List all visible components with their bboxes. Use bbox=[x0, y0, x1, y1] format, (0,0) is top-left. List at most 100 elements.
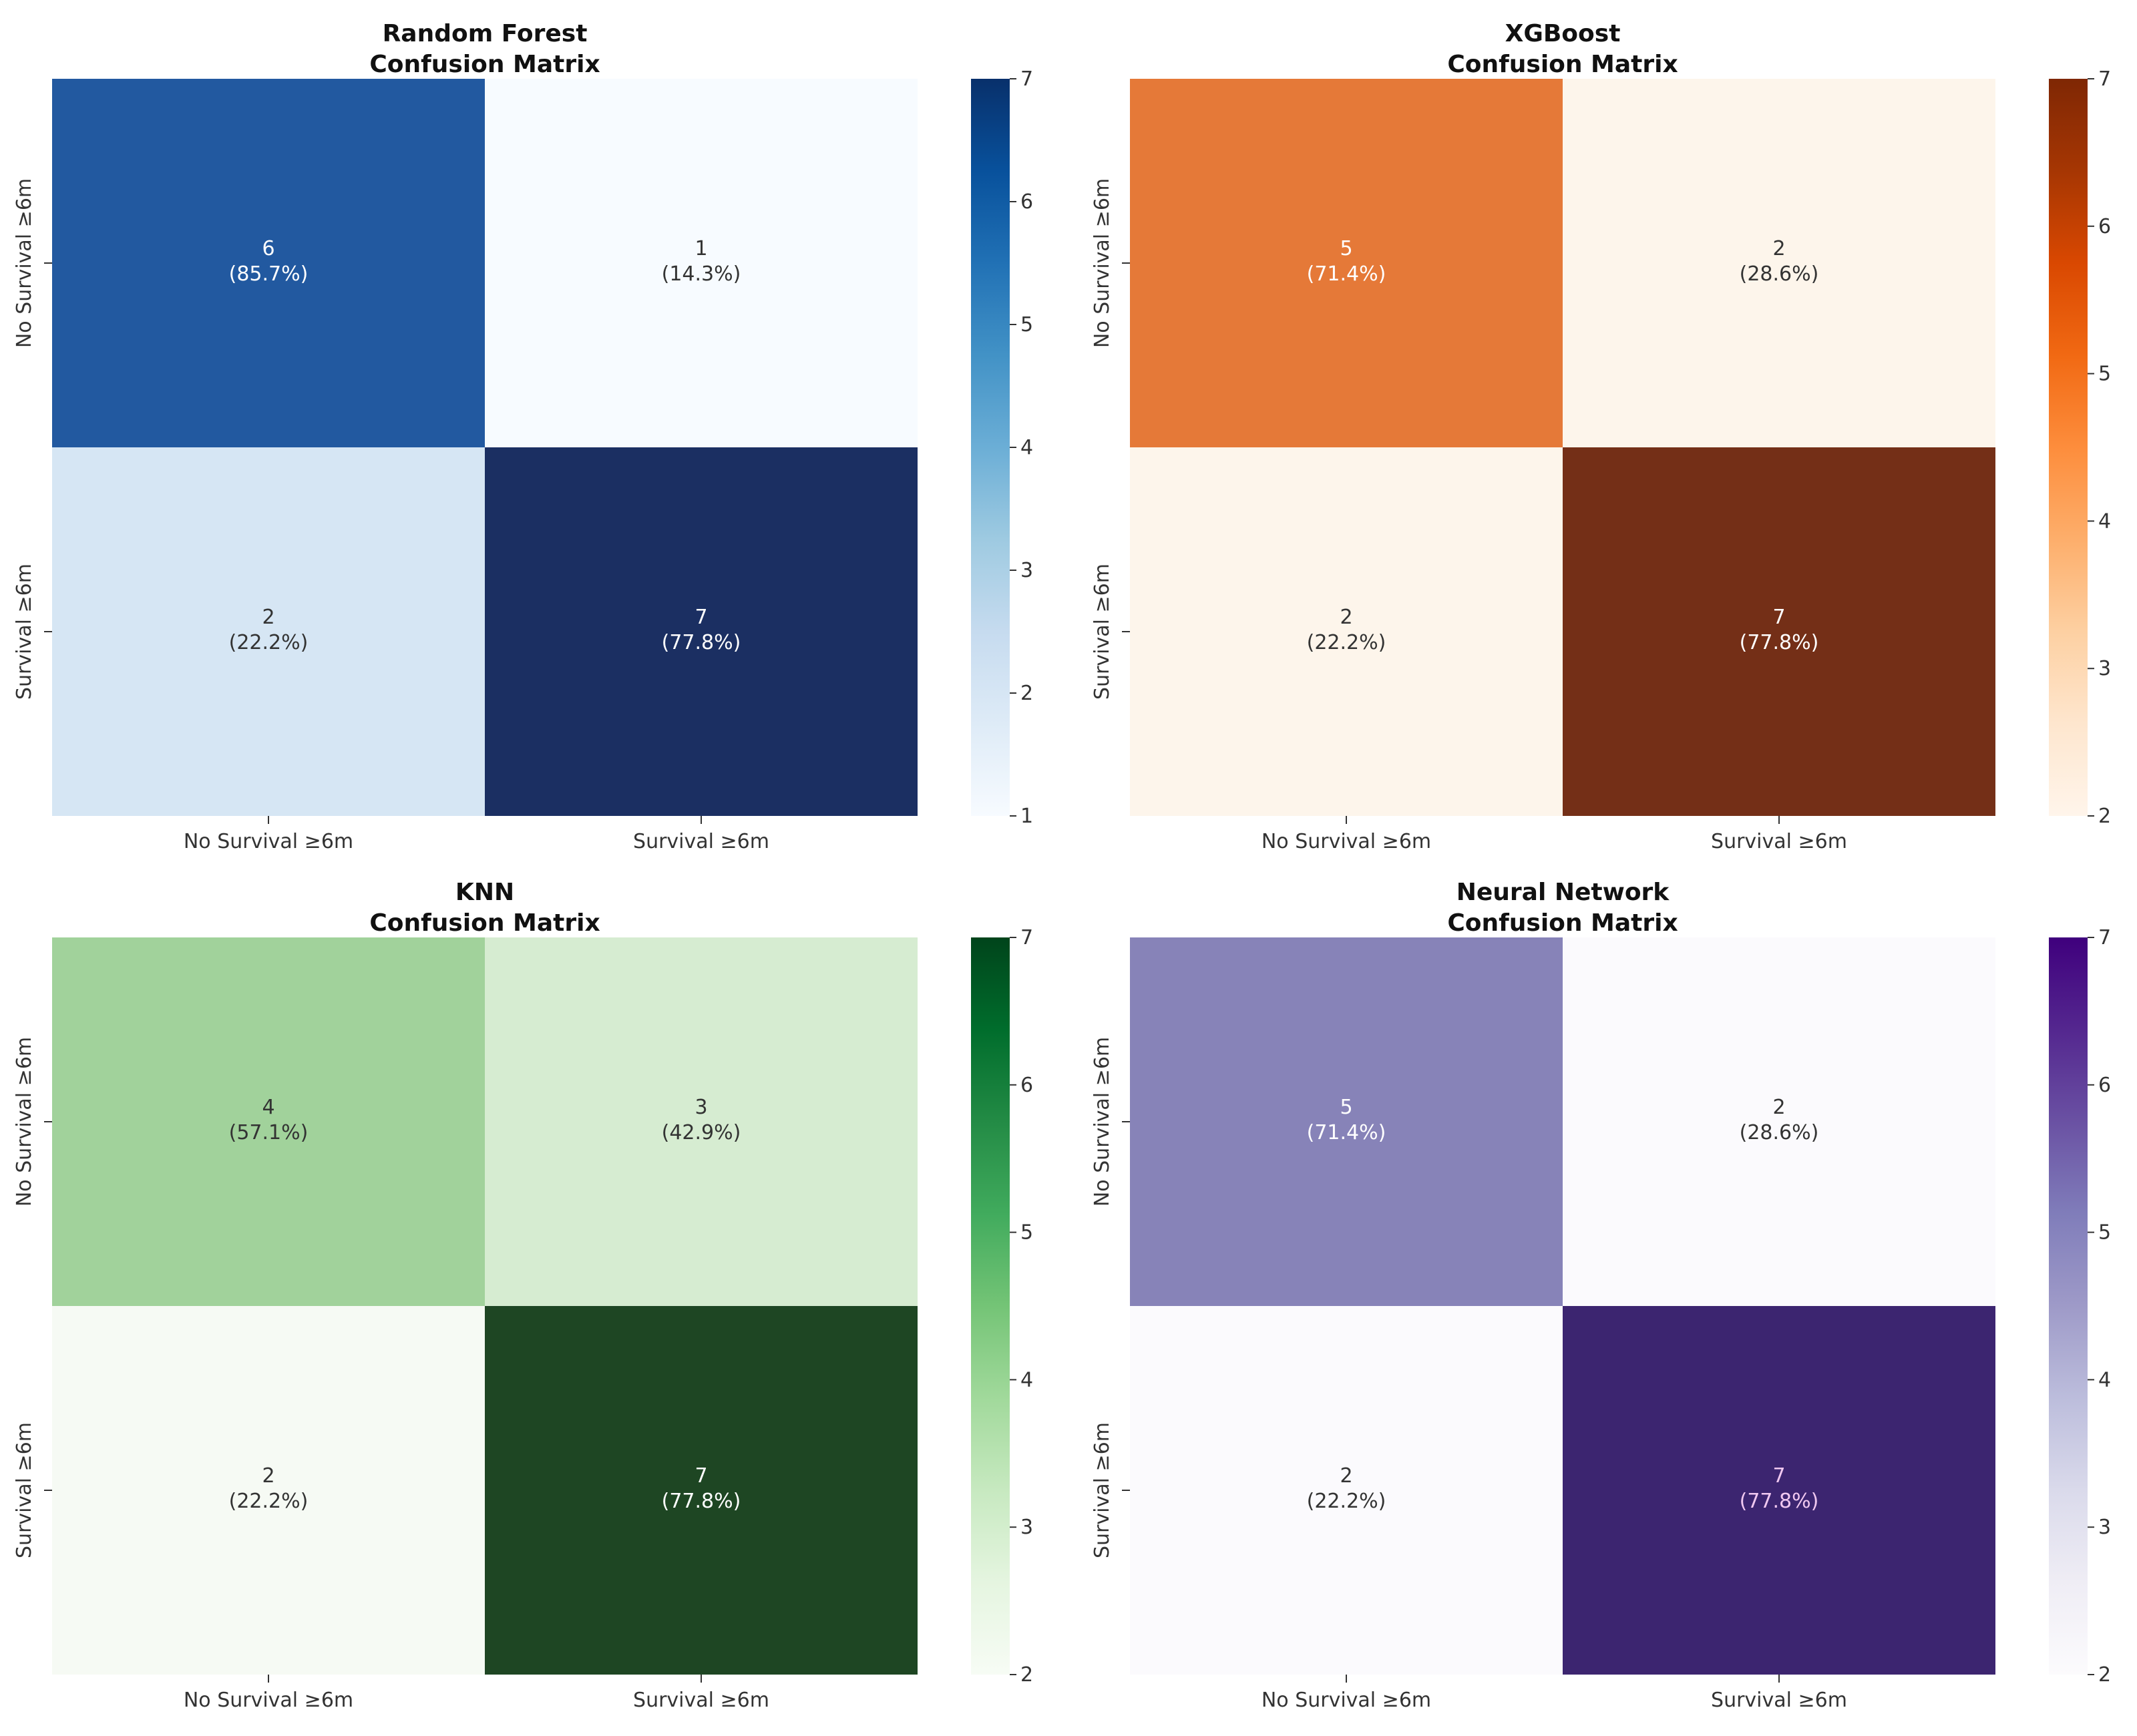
colorbar-tick-label: 6 bbox=[1020, 190, 1033, 214]
chart-title: Neural Network bbox=[1456, 879, 1670, 906]
colorbar-tick-label: 5 bbox=[1020, 1221, 1033, 1245]
colorbar-tick-label: 2 bbox=[1020, 682, 1033, 705]
cell-percent-label: (22.2%) bbox=[1307, 631, 1386, 654]
colorbar bbox=[971, 79, 1010, 816]
colorbar-tick-label: 3 bbox=[2098, 657, 2111, 680]
cell-percent-label: (71.4%) bbox=[1307, 262, 1386, 286]
colorbar-tick-label: 2 bbox=[2098, 1663, 2111, 1687]
y-tick-label: No Survival ≥6m bbox=[1091, 178, 1114, 348]
cell-count-label: 2 bbox=[262, 1464, 274, 1488]
cell-percent-label: (85.7%) bbox=[229, 262, 309, 286]
x-tick-label: No Survival ≥6m bbox=[1261, 1689, 1431, 1712]
colorbar bbox=[2049, 79, 2088, 816]
y-tick-label: No Survival ≥6m bbox=[13, 178, 36, 348]
chart-subtitle: Confusion Matrix bbox=[369, 51, 600, 78]
colorbar-tick-label: 4 bbox=[1020, 436, 1033, 459]
colorbar-tick-label: 1 bbox=[1020, 805, 1033, 828]
colorbar-tick-label: 6 bbox=[2098, 1074, 2111, 1097]
cell-count-label: 7 bbox=[695, 1464, 707, 1488]
cell-percent-label: (71.4%) bbox=[1307, 1121, 1386, 1144]
y-tick-label: No Survival ≥6m bbox=[1091, 1037, 1114, 1207]
chart-subtitle: Confusion Matrix bbox=[1447, 909, 1678, 937]
heatmap-cell bbox=[1130, 447, 1563, 816]
y-tick-label: Survival ≥6m bbox=[1091, 1422, 1114, 1558]
heatmap-cell bbox=[1130, 79, 1563, 447]
y-tick-label: Survival ≥6m bbox=[1091, 564, 1114, 700]
colorbar-tick-label: 7 bbox=[2098, 926, 2111, 949]
cell-count-label: 6 bbox=[262, 237, 274, 260]
cell-count-label: 7 bbox=[1772, 606, 1785, 629]
heatmap-cell bbox=[485, 937, 918, 1306]
colorbar-tick-label: 2 bbox=[1020, 1663, 1033, 1687]
heatmap-cell bbox=[485, 1306, 918, 1675]
cell-count-label: 4 bbox=[262, 1096, 274, 1119]
cell-count-label: 2 bbox=[1772, 1096, 1785, 1119]
cell-count-label: 2 bbox=[1340, 606, 1352, 629]
cell-percent-label: (28.6%) bbox=[1740, 262, 1819, 286]
y-tick-label: No Survival ≥6m bbox=[13, 1037, 36, 1207]
cell-percent-label: (28.6%) bbox=[1740, 1121, 1819, 1144]
cell-count-label: 2 bbox=[1772, 237, 1785, 260]
y-tick-label: Survival ≥6m bbox=[13, 564, 36, 700]
x-tick-label: No Survival ≥6m bbox=[184, 1689, 353, 1712]
heatmap-cell bbox=[1563, 1306, 1995, 1675]
colorbar bbox=[971, 937, 1010, 1675]
colorbar-tick-label: 5 bbox=[2098, 1221, 2111, 1245]
y-tick-label: Survival ≥6m bbox=[13, 1422, 36, 1558]
chart-title: KNN bbox=[455, 879, 514, 906]
cell-count-label: 7 bbox=[695, 606, 707, 629]
colorbar-tick-label: 3 bbox=[1020, 1516, 1033, 1539]
cell-count-label: 3 bbox=[695, 1096, 707, 1119]
cell-count-label: 5 bbox=[1340, 1096, 1352, 1119]
colorbar-tick-label: 6 bbox=[1020, 1074, 1033, 1097]
chart-subtitle: Confusion Matrix bbox=[1447, 51, 1678, 78]
cell-percent-label: (22.2%) bbox=[229, 1490, 309, 1513]
x-tick-label: Survival ≥6m bbox=[633, 830, 769, 853]
cell-percent-label: (42.9%) bbox=[662, 1121, 741, 1144]
cell-percent-label: (14.3%) bbox=[662, 262, 741, 286]
chart-title: XGBoost bbox=[1505, 20, 1621, 47]
colorbar-tick-label: 5 bbox=[1020, 313, 1033, 337]
cell-count-label: 2 bbox=[262, 606, 274, 629]
cell-percent-label: (77.8%) bbox=[1740, 1490, 1819, 1513]
cell-percent-label: (77.8%) bbox=[662, 631, 741, 654]
colorbar-tick-label: 3 bbox=[1020, 559, 1033, 582]
colorbar-tick-label: 2 bbox=[2098, 805, 2111, 828]
x-tick-label: Survival ≥6m bbox=[1711, 1689, 1847, 1712]
colorbar-tick-label: 7 bbox=[1020, 926, 1033, 949]
heatmap-cell bbox=[52, 447, 485, 816]
chart-subtitle: Confusion Matrix bbox=[369, 909, 600, 937]
heatmap-cell bbox=[1563, 447, 1995, 816]
heatmap-cell bbox=[485, 447, 918, 816]
cell-count-label: 5 bbox=[1340, 237, 1352, 260]
x-tick-label: No Survival ≥6m bbox=[1261, 830, 1431, 853]
heatmap-cell bbox=[1130, 1306, 1563, 1675]
cell-percent-label: (77.8%) bbox=[1740, 631, 1819, 654]
x-tick-label: Survival ≥6m bbox=[1711, 830, 1847, 853]
cell-percent-label: (57.1%) bbox=[229, 1121, 309, 1144]
colorbar-tick-label: 4 bbox=[2098, 1368, 2111, 1391]
cell-percent-label: (22.2%) bbox=[229, 631, 309, 654]
x-tick-label: No Survival ≥6m bbox=[184, 830, 353, 853]
colorbar-tick-label: 7 bbox=[2098, 67, 2111, 91]
heatmap-cell bbox=[1563, 79, 1995, 447]
chart-title: Random Forest bbox=[383, 20, 588, 47]
heatmap-cell bbox=[485, 79, 918, 447]
colorbar-tick-label: 4 bbox=[2098, 509, 2111, 533]
colorbar-tick-label: 7 bbox=[1020, 67, 1033, 91]
heatmap-cell bbox=[1563, 937, 1995, 1306]
colorbar-tick-label: 6 bbox=[2098, 215, 2111, 238]
heatmap-cell bbox=[52, 937, 485, 1306]
colorbar bbox=[2049, 937, 2088, 1675]
colorbar-tick-label: 5 bbox=[2098, 363, 2111, 386]
cell-count-label: 7 bbox=[1772, 1464, 1785, 1488]
cell-percent-label: (22.2%) bbox=[1307, 1490, 1386, 1513]
cell-percent-label: (77.8%) bbox=[662, 1490, 741, 1513]
heatmap-cell bbox=[52, 1306, 485, 1675]
heatmap-cell bbox=[1130, 937, 1563, 1306]
colorbar-tick-label: 3 bbox=[2098, 1516, 2111, 1539]
cell-count-label: 1 bbox=[695, 237, 707, 260]
